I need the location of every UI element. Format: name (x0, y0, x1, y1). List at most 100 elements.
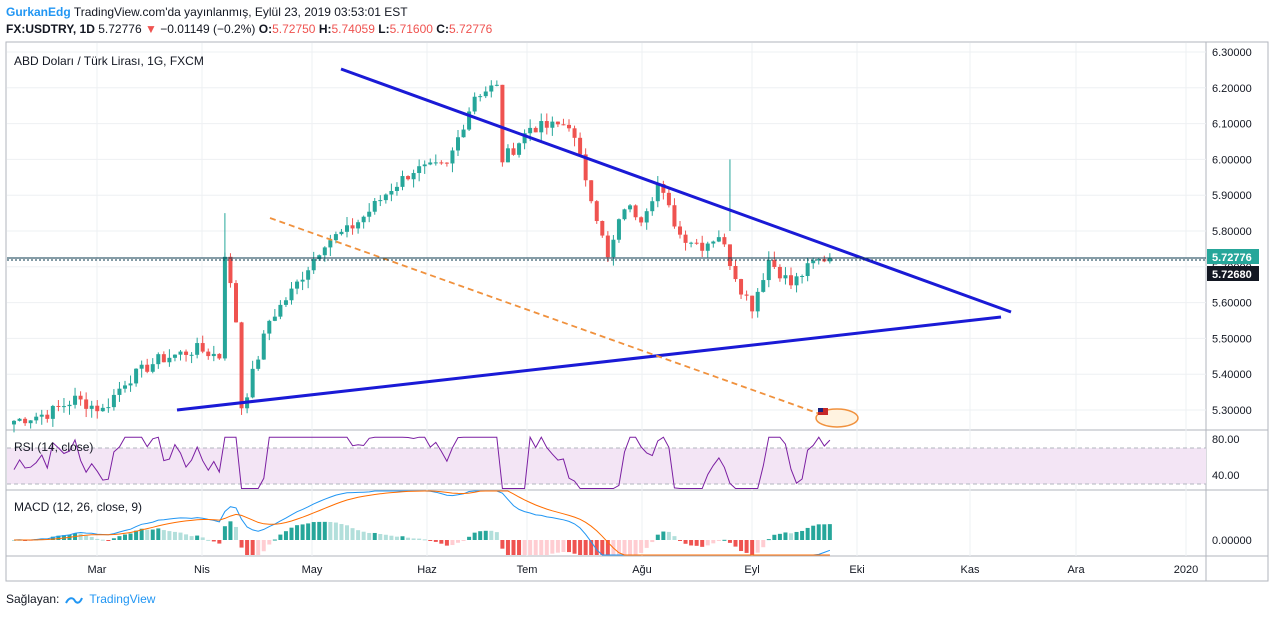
candle-body (289, 288, 294, 301)
candle-body (567, 124, 571, 129)
macd-histogram-bar (28, 540, 33, 541)
time-axis: Mar Nis May Haz Tem Ağu Eyl Eki Kas Ara 2020 (88, 564, 1199, 576)
macd-histogram-bar (317, 521, 322, 540)
macd-histogram-bar (800, 530, 805, 540)
price-tick-label: 6.10000 (1212, 119, 1252, 131)
candle-body (400, 176, 405, 187)
candle-body (561, 124, 566, 126)
macd-histogram-bar (633, 540, 638, 555)
macd-histogram-bar (600, 540, 605, 555)
macd-histogram-bar (200, 537, 205, 540)
candle-body (777, 266, 782, 279)
macd-histogram-bar (472, 532, 477, 540)
macd-histogram-bar (744, 540, 749, 553)
candle-body (461, 129, 466, 138)
macd-histogram-bar (766, 539, 771, 541)
candle-body (578, 137, 583, 155)
macd-histogram-bar (783, 532, 788, 540)
macd-histogram-bar (461, 540, 466, 541)
us-flag-icon[interactable] (815, 408, 859, 428)
candle-body (467, 111, 472, 130)
candle-body (123, 385, 127, 389)
trendline (340, 67, 1012, 314)
macd-histogram-bar (722, 539, 727, 541)
macd-histogram-bar (228, 521, 233, 540)
macd-histogram-bar (605, 540, 610, 555)
candle-body (267, 320, 272, 334)
macd-histogram-bar (111, 538, 116, 540)
candle-body (167, 357, 172, 363)
candle-body (694, 242, 699, 244)
candle-body (228, 256, 233, 284)
macd-histogram-bar (589, 540, 594, 555)
candle-body (345, 225, 349, 232)
candle-body (628, 205, 633, 210)
candle-body (583, 154, 588, 181)
rsi-path (13, 435, 831, 489)
price-tick-label: 6.30000 (1212, 47, 1252, 59)
macd-histogram-bar (89, 536, 94, 540)
tradingview-link[interactable]: TradingView (89, 592, 156, 606)
macd-histogram-bar (550, 540, 555, 554)
macd-histogram-bar (195, 535, 200, 540)
macd-histogram-bar (456, 540, 460, 543)
candle-body (428, 162, 433, 165)
candle-body (422, 164, 427, 167)
candle-body (283, 300, 288, 305)
last-price-tag-label: 5.72776 (1212, 252, 1252, 264)
candle-body (816, 259, 821, 261)
macd-plot (12, 490, 832, 556)
price-tick-label: 5.80000 (1212, 226, 1252, 238)
macd-histogram-bar (594, 540, 599, 555)
high-value: 5.74059 (331, 22, 375, 36)
candle-body (256, 359, 261, 369)
trendlines[interactable] (176, 67, 1012, 415)
second-price-tag (1207, 266, 1259, 281)
candle-body (555, 121, 560, 125)
macd-histogram-bar (678, 540, 682, 541)
macd-histogram-bar (272, 539, 277, 541)
price-tick-label: 5.90000 (1212, 190, 1252, 202)
macd-histogram-bar (372, 532, 377, 540)
macd-histogram-bar (411, 538, 416, 540)
macd-histogram-bar (128, 533, 133, 540)
macd-histogram-bar (206, 539, 211, 541)
candle-body (195, 343, 200, 355)
candle-body (261, 333, 266, 360)
time-tick-label: Tem (517, 564, 538, 576)
candle-body (739, 279, 744, 295)
candle-body (306, 270, 311, 280)
macd-histogram-bar (100, 539, 105, 541)
candle-body (616, 219, 621, 240)
macd-histogram-bar (505, 540, 510, 555)
macd-histogram-bar (123, 534, 127, 540)
ohlc-header: FX:USDTRY, 1D 5.72776 ▼ −0.01149 (−0.2%)… (6, 22, 493, 36)
candle-body (417, 166, 422, 174)
candle-body (189, 354, 194, 356)
publish-header: GurkanEdg TradingView.com'da yayınlanmış… (6, 5, 408, 19)
candle-body (406, 176, 411, 180)
macd-histogram-bar (339, 524, 344, 540)
macd-histogram-bar (389, 535, 394, 540)
time-tick-label: Eyl (744, 564, 759, 576)
rsi-tick-label: 80.00 (1212, 434, 1240, 446)
macd-histogram-bar (567, 540, 571, 553)
macd-histogram-bar (367, 532, 372, 540)
macd-histogram-bar (306, 523, 311, 540)
username-link[interactable]: GurkanEdg (6, 5, 71, 19)
macd-histogram-bar (178, 532, 183, 540)
candle-body (295, 281, 300, 289)
candle-body (500, 84, 505, 163)
candle-body (439, 162, 444, 164)
grid (7, 43, 1206, 556)
candle-body (478, 96, 483, 98)
candle-body (789, 275, 793, 286)
last-price: 5.72776 (98, 22, 142, 36)
candle-body (134, 368, 139, 384)
candle-body (311, 259, 316, 271)
candle-body (234, 283, 238, 323)
macd-histogram-bar (300, 524, 305, 540)
macd-histogram-bar (256, 540, 261, 555)
candle-body (411, 173, 416, 180)
